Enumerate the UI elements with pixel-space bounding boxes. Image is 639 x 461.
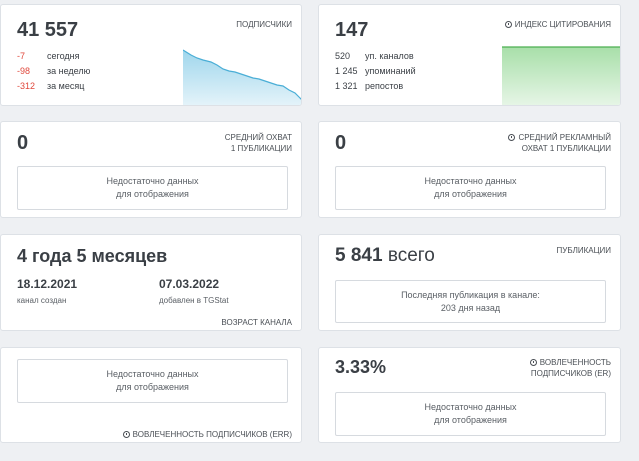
posts-count: 5 841 (335, 245, 383, 266)
channel-age-value: 4 года 5 месяцев (17, 246, 168, 266)
caption-line: ОХВАТ 1 ПУБЛИКАЦИИ (521, 144, 611, 153)
citation-card[interactable]: 147 ИНДЕКС ЦИТИРОВАНИЯ 520 уп. каналов 1 … (318, 4, 621, 106)
stat-label: за неделю (47, 66, 91, 76)
no-data-box: Недостаточно данных для отображения (335, 392, 606, 436)
caption-line: ПОДПИСЧИКОВ (ER) (530, 369, 611, 378)
channel-age-card[interactable]: 4 года 5 месяцев 18.12.2021 канал создан… (0, 234, 302, 331)
no-data-text: для отображения (116, 189, 189, 199)
stat-row-month: -312 за месяц (17, 79, 90, 94)
err-card[interactable]: Недостаточно данных для отображения ВОВЛ… (0, 347, 302, 443)
last-post-box: Последняя публикация в канале: 203 дня н… (335, 280, 606, 323)
stat-label: за месяц (47, 81, 85, 91)
err-caption: ВОВЛЕЧЕННОСТЬ ПОДПИСЧИКОВ (ERR) (122, 429, 292, 440)
subscribers-caption: ПОДПИСЧИКИ (236, 20, 292, 29)
citation-caption-text: ИНДЕКС ЦИТИРОВАНИЯ (514, 20, 611, 29)
stat-label: сегодня (47, 51, 80, 61)
no-data-text: для отображения (434, 189, 507, 199)
no-data-text: для отображения (434, 415, 507, 425)
posts-unit: всего (387, 245, 435, 266)
posts-total: 5 841 всего (335, 245, 435, 267)
caption-text: ВОВЛЕЧЕННОСТЬ (539, 358, 611, 367)
caption-line: СРЕДНИЙ РЕКЛАМНЫЙ (508, 132, 611, 143)
er-caption: ВОВЛЕЧЕННОСТЬ ПОДПИСЧИКОВ (ER) (529, 357, 611, 379)
avg-reach-value: 0 (17, 132, 29, 154)
no-data-box: Недостаточно данных для отображения (17, 359, 288, 403)
stat-label: репостов (365, 81, 404, 91)
posts-caption: ПУБЛИКАЦИИ (556, 246, 612, 255)
no-data-text: для отображения (116, 382, 189, 392)
stat-num: -98 (17, 66, 31, 76)
clock-icon (504, 21, 512, 28)
citation-sparkline (502, 46, 620, 105)
stat-row-week: -98 за неделю (17, 64, 90, 79)
ad-reach-card[interactable]: 0 СРЕДНИЙ РЕКЛАМНЫЙ ОХВАТ 1 ПУБЛИКАЦИИ Н… (318, 121, 621, 218)
subscribers-count: 41 557 (17, 19, 79, 41)
subscribers-card[interactable]: 41 557 ПОДПИСЧИКИ -7 сегодня -98 за неделю… (0, 4, 302, 106)
ad-reach-caption: СРЕДНИЙ РЕКЛАМНЫЙ ОХВАТ 1 ПУБЛИКАЦИИ (508, 132, 611, 154)
caption-text: СРЕДНИЙ РЕКЛАМНЫЙ (518, 133, 611, 142)
avg-reach-card[interactable]: 0 СРЕДНИЙ ОХВАТ 1 ПУБЛИКАЦИИ Недостаточн… (0, 121, 302, 218)
stat-num: 1 321 (335, 81, 358, 91)
avg-reach-caption: СРЕДНИЙ ОХВАТ 1 ПУБЛИКАЦИИ (225, 132, 292, 154)
no-data-box: Недостаточно данных для отображения (17, 166, 288, 210)
added-label: добавлен в TGStat (159, 296, 229, 305)
created-date: 18.12.2021 (17, 277, 78, 291)
subscribers-stats: -7 сегодня -98 за неделю -312 за месяц (17, 49, 90, 94)
no-data-text: Недостаточно данных (424, 176, 517, 186)
er-value: 3.33% (335, 357, 387, 377)
caption-line: ВОВЛЕЧЕННОСТЬ (529, 357, 611, 368)
ad-reach-value: 0 (335, 132, 347, 154)
no-data-text: Недостаточно данных (424, 402, 517, 412)
added-date: 07.03.2022 (159, 277, 220, 291)
stat-num: -312 (17, 81, 36, 91)
channel-age-caption: ВОЗРАСТ КАНАЛА (221, 318, 292, 327)
citation-index: 147 (335, 19, 369, 41)
citation-stats: 520 уп. каналов 1 245 упоминаний 1 321 репо… (335, 49, 416, 94)
no-data-text: Недостаточно данных (106, 176, 199, 186)
no-data-box: Недостаточно данных для отображения (335, 166, 606, 210)
clock-icon (529, 359, 537, 366)
caption-line: 1 ПУБЛИКАЦИИ (230, 144, 292, 153)
stat-label: уп. каналов (365, 51, 414, 61)
stat-row-channels: 520 уп. каналов (335, 49, 416, 64)
er-card[interactable]: 3.33% ВОВЛЕЧЕННОСТЬ ПОДПИСЧИКОВ (ER) Нед… (318, 347, 621, 443)
posts-card[interactable]: 5 841 всего ПУБЛИКАЦИИ Последняя публика… (318, 234, 621, 331)
citation-caption: ИНДЕКС ЦИТИРОВАНИЯ (504, 19, 611, 30)
caption-line: СРЕДНИЙ ОХВАТ (224, 133, 292, 142)
stat-num: 1 245 (335, 66, 358, 76)
clock-icon (122, 431, 130, 438)
stat-row-mentions: 1 245 упоминаний (335, 64, 416, 79)
no-data-text: Недостаточно данных (106, 369, 199, 379)
last-post-text: Последняя публикация в канале: (401, 289, 540, 300)
created-label: канал создан (17, 296, 67, 305)
clock-icon (508, 134, 516, 141)
last-post-ago: 203 дня назад (440, 302, 501, 313)
stat-num: 520 (335, 51, 351, 61)
subscribers-sparkline (183, 49, 301, 105)
stat-row-today: -7 сегодня (17, 49, 90, 64)
err-caption-text: ВОВЛЕЧЕННОСТЬ ПОДПИСЧИКОВ (ERR) (132, 430, 292, 439)
stat-row-reposts: 1 321 репостов (335, 79, 416, 94)
stat-num: -7 (17, 51, 26, 61)
stat-label: упоминаний (365, 66, 416, 76)
